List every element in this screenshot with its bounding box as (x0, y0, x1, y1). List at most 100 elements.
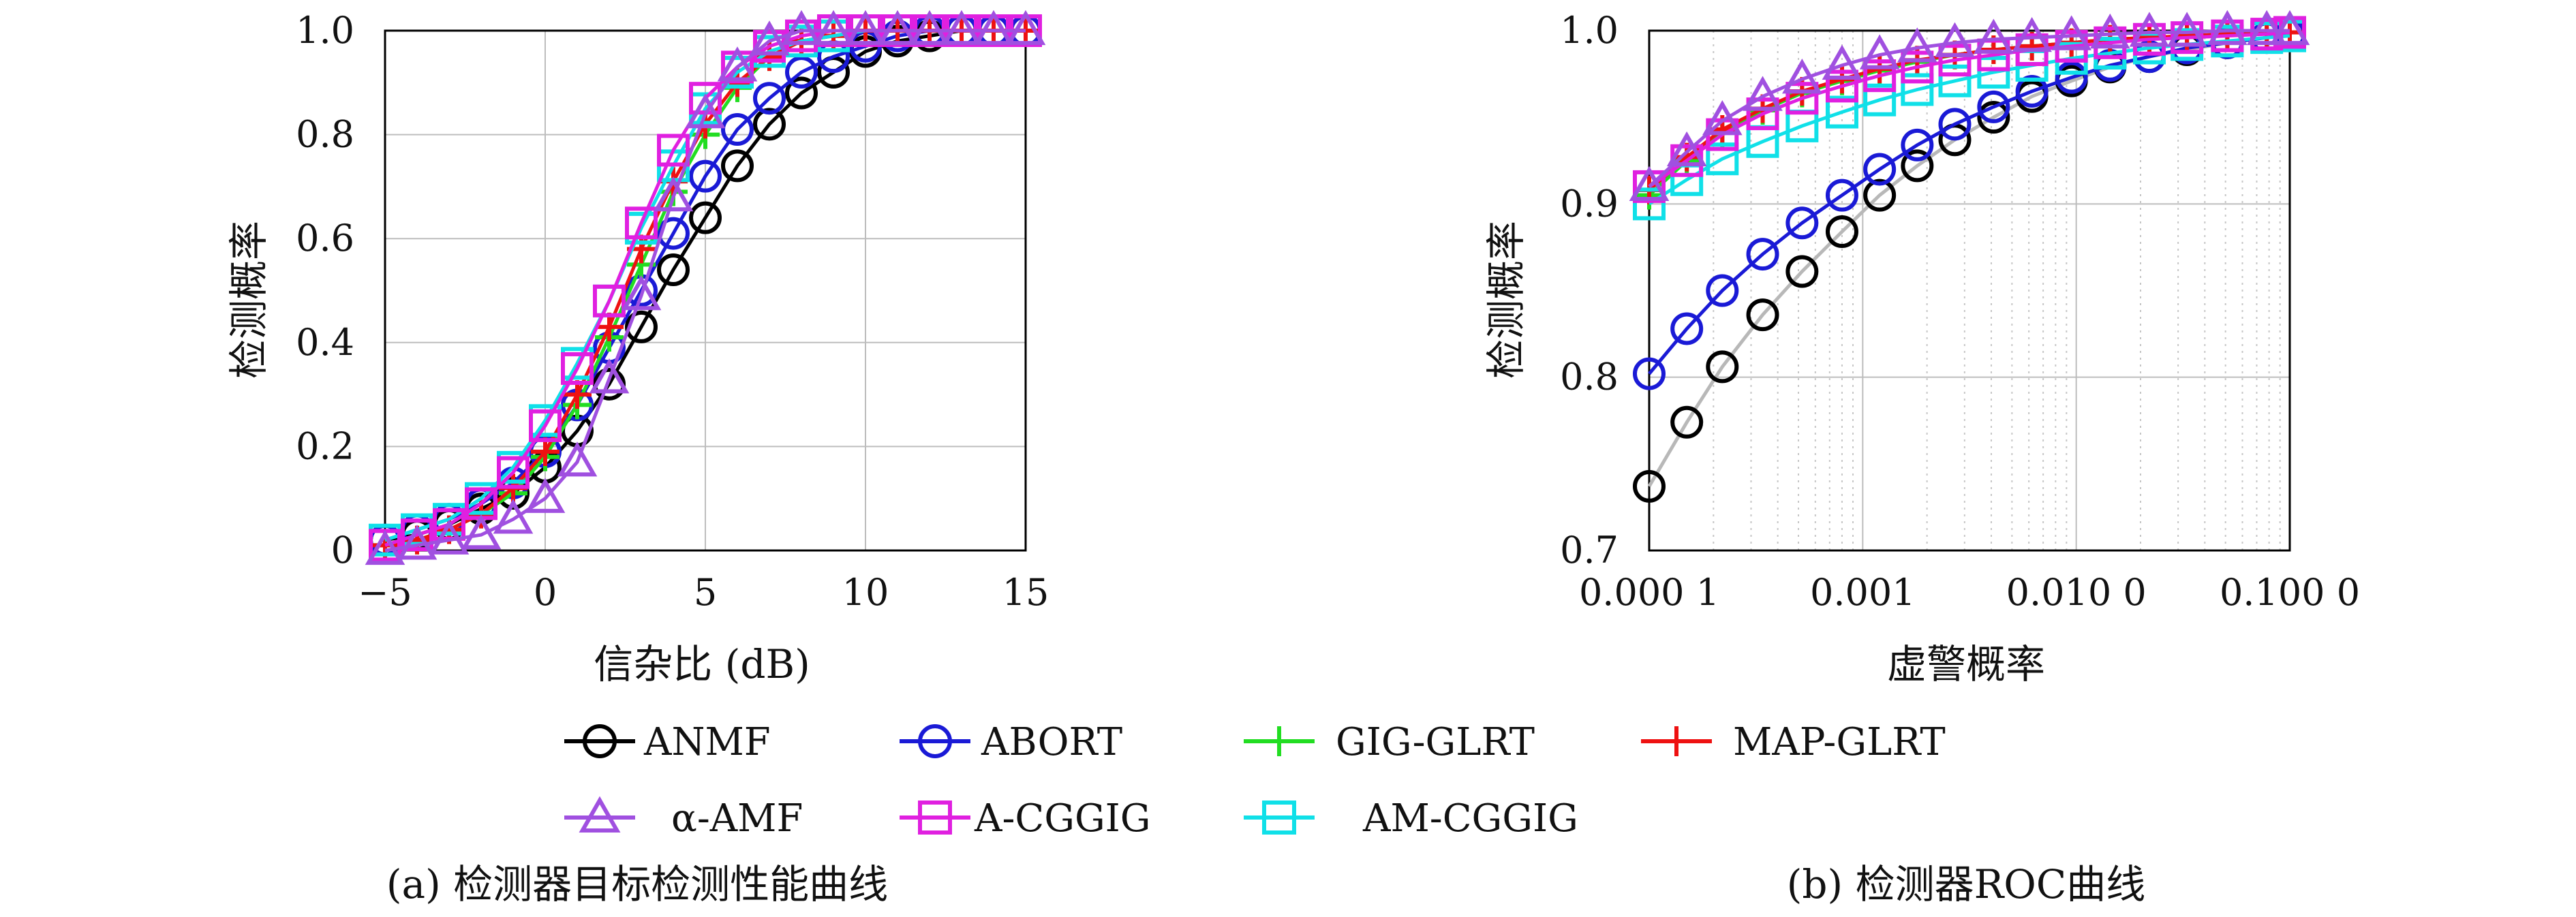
y-tick-label: 0.2 (296, 424, 354, 467)
x-tick-label: 0.010 0 (2006, 571, 2147, 614)
data-point (1977, 56, 2010, 89)
data-point (2250, 18, 2284, 51)
data-point (1859, 34, 1900, 69)
data-point (1670, 405, 1704, 439)
legend-item-anmf: ANMF (564, 720, 771, 764)
series-layer (365, 10, 1046, 565)
data-point (2051, 15, 2092, 50)
data-point (397, 525, 438, 560)
data-point (1629, 166, 1670, 202)
y-tick-label: 0.7 (1560, 529, 1619, 572)
roc-chart: 0.000 1 0.001 0.010 0 0.100 0 0.7 0.8 0.9 1.0 虚… (1483, 9, 2360, 687)
legend-label: ABORT (981, 720, 1122, 764)
y-tick-label: 0.6 (296, 217, 354, 260)
legend-label: A-CGGIG (974, 796, 1151, 841)
tick-labels: 0.000 1 0.001 0.010 0 0.100 0 0.7 0.8 0.9 1.0 (1560, 9, 2360, 614)
data-point (1005, 10, 1046, 46)
x-tick-label: 0 (534, 571, 557, 614)
data-point (721, 112, 754, 146)
series-layer (1629, 10, 2310, 503)
data-point (2166, 12, 2207, 47)
data-point (813, 10, 854, 46)
data-point (2012, 16, 2052, 52)
caption-a: (a) 检测器目标检测性能曲线 (386, 861, 888, 907)
data-point (1825, 69, 1858, 103)
y-tick-label: 0.9 (1560, 182, 1619, 225)
y-tick-label: 1.0 (296, 9, 354, 52)
data-point (717, 46, 758, 82)
data-point (1666, 131, 1707, 167)
data-point (595, 312, 624, 341)
data-point (1706, 142, 1739, 176)
data-point (625, 206, 658, 240)
series-line (1648, 32, 2290, 375)
data-point (525, 478, 566, 513)
data-point (1746, 238, 1779, 271)
legend-item-gig-glrt: GIG-GLRT (1244, 720, 1535, 764)
data-point (689, 159, 722, 193)
data-point (1901, 128, 1934, 161)
legend-item-map-glrt: MAP-GLRT (1641, 720, 1946, 764)
data-point (1782, 59, 1822, 94)
series-line (1647, 32, 2290, 488)
data-point (1706, 350, 1739, 384)
data-point (785, 56, 818, 89)
legend-label: ANMF (643, 720, 771, 764)
data-point (657, 253, 690, 286)
data-point (1633, 357, 1666, 390)
data-point (557, 441, 598, 477)
data-point (593, 284, 626, 317)
data-point (2207, 10, 2248, 46)
y-axis-label: 检测概率 (226, 221, 272, 379)
legend-item-amf: α-AMF (564, 796, 803, 841)
x-tick-label: 5 (694, 571, 717, 614)
data-point (1746, 97, 1779, 131)
y-tick-label: 1.0 (1560, 9, 1619, 52)
x-axis-label: 信杂比 (dB) (594, 641, 810, 687)
data-point (1702, 100, 1743, 136)
data-point (429, 519, 470, 555)
data-point (1743, 76, 1783, 111)
data-point (721, 149, 754, 183)
data-point (497, 456, 530, 489)
data-point (845, 10, 886, 46)
data-point (621, 275, 662, 311)
data-point (1938, 44, 1972, 77)
data-point (653, 176, 694, 212)
plot-frame (384, 29, 1027, 552)
x-tick-label: 0.000 1 (1579, 571, 1719, 614)
data-point (877, 10, 918, 46)
data-point (1785, 82, 1819, 115)
data-point (1633, 469, 1666, 503)
data-point (941, 10, 982, 46)
data-point (1670, 312, 1704, 345)
data-point (753, 108, 786, 141)
data-point (685, 93, 726, 129)
legend-marker-icon (583, 724, 617, 758)
data-point (1863, 59, 1897, 93)
data-point (2055, 61, 2088, 94)
data-point (1825, 178, 1858, 212)
data-point (1863, 83, 1897, 116)
x-tick-label: −5 (358, 571, 412, 614)
data-point (2246, 10, 2287, 46)
y-tick-label: 0.8 (1560, 356, 1619, 399)
data-point (1746, 298, 1779, 332)
data-point (753, 82, 786, 115)
series-amf (365, 10, 1046, 565)
data-point (689, 201, 722, 234)
data-point (657, 134, 690, 167)
data-point (749, 20, 790, 56)
data-point (1935, 22, 1975, 57)
data-point (1938, 108, 1972, 141)
data-point (561, 352, 594, 385)
data-point (1901, 149, 1934, 183)
data-point (2089, 13, 2130, 49)
legend-marker-icon (918, 801, 952, 835)
data-point (1863, 153, 1897, 186)
legend: ANMF ABORT GIG-GLRT MAP-GLRT α-AMF A-CGGIG AM-… (564, 720, 1946, 841)
x-tick-label: 0.100 0 (2220, 571, 2360, 614)
data-point (589, 358, 630, 394)
y-tick-label: 0.4 (296, 321, 354, 364)
